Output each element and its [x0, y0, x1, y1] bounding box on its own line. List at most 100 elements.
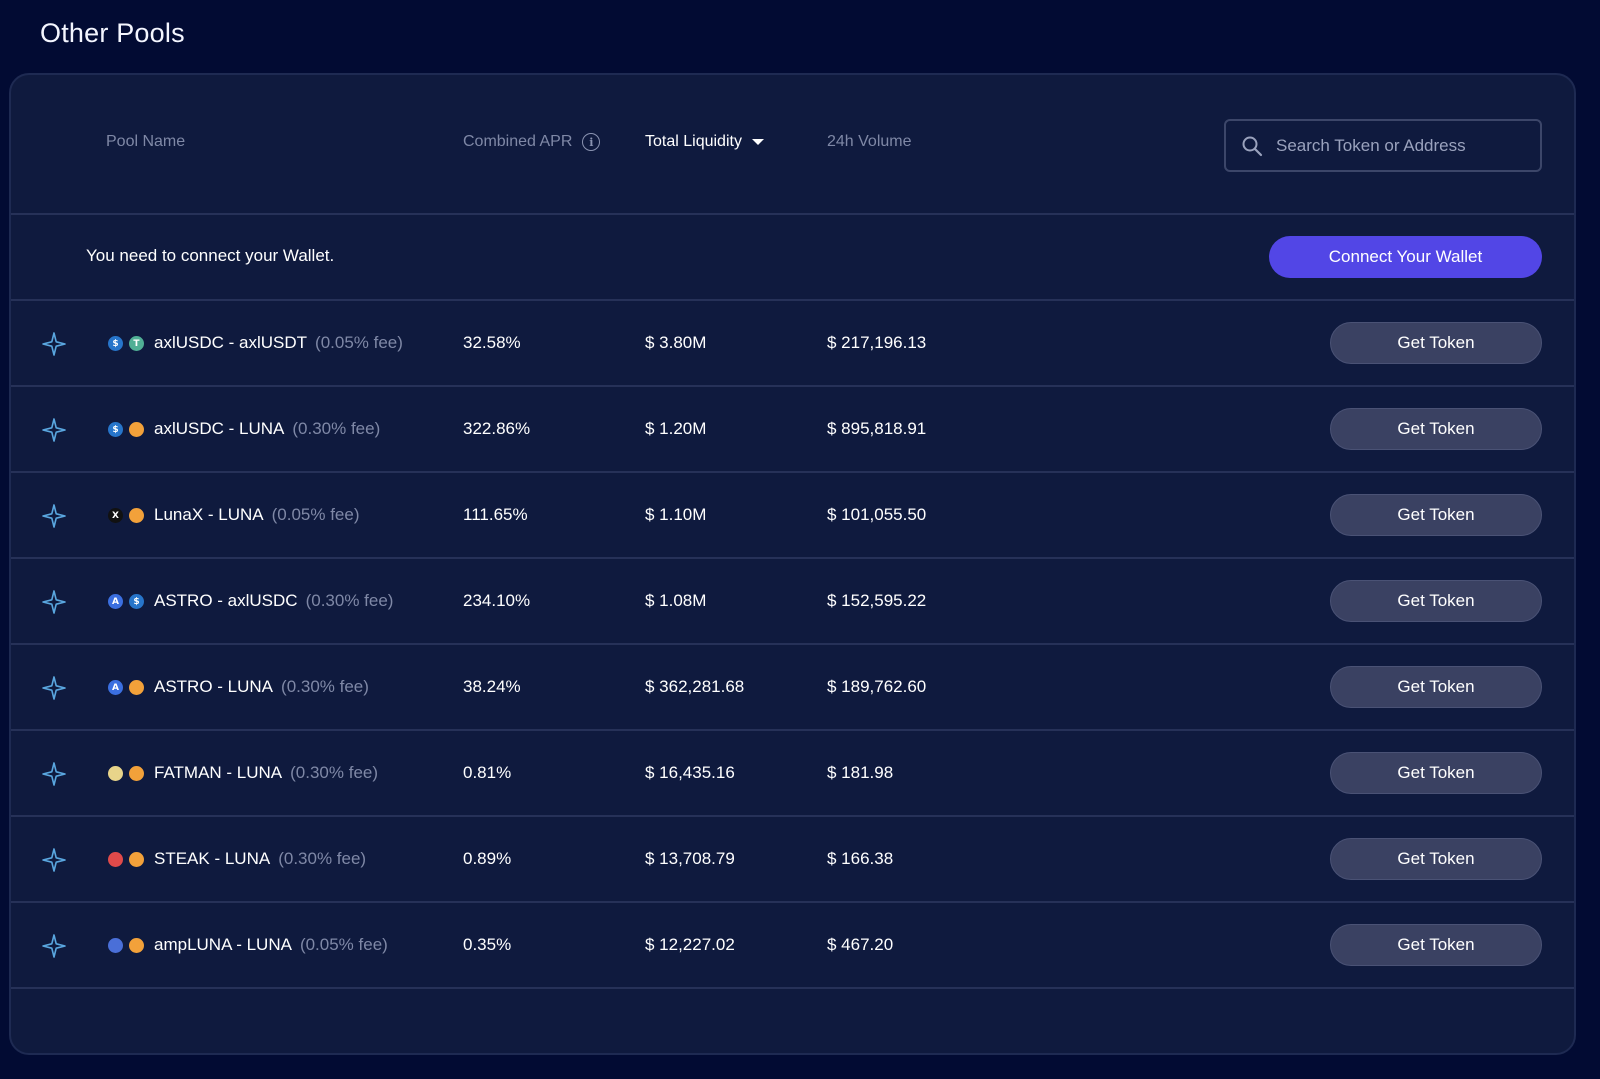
pool-apr: 0.89% — [463, 849, 512, 868]
pool-liquidity: $ 1.20M — [645, 419, 707, 438]
column-header-24h-volume[interactable]: 24h Volume — [827, 133, 912, 151]
pool-liquidity: $ 16,435.16 — [645, 763, 735, 782]
pool-pair-label: STEAK - LUNA — [154, 849, 271, 868]
token-pair-icons: X — [108, 508, 148, 524]
luna-icon — [129, 680, 144, 695]
get-token-button[interactable]: Get Token — [1330, 408, 1542, 450]
luna-icon — [129, 852, 144, 867]
pools-table-panel: Pool Name Combined APR i Total Liquidity… — [9, 73, 1576, 1055]
pool-pair-label: axlUSDC - LUNA — [154, 419, 285, 438]
token-pair-icons — [108, 852, 148, 868]
pool-pair-label: axlUSDC - axlUSDT — [154, 333, 308, 352]
table-row[interactable]: $ axlUSDC - LUNA (0.30% fee) 322.86% $ 1.… — [11, 387, 1574, 473]
get-token-button[interactable]: Get Token — [1330, 322, 1542, 364]
get-token-button[interactable]: Get Token — [1330, 752, 1542, 794]
get-token-button[interactable]: Get Token — [1330, 924, 1542, 966]
fatman-icon — [108, 766, 123, 781]
page-title: Other Pools — [40, 18, 185, 48]
column-header-pool-name-label: Pool Name — [106, 133, 186, 150]
ampluna-icon — [108, 938, 123, 953]
pool-apr: 111.65% — [463, 505, 528, 524]
column-header-total-liquidity-label: Total Liquidity — [645, 133, 742, 150]
pool-apr: 0.81% — [463, 763, 512, 782]
pool-liquidity: $ 12,227.02 — [645, 935, 735, 954]
pool-apr: 0.35% — [463, 935, 512, 954]
connect-wallet-button[interactable]: Connect Your Wallet — [1269, 236, 1542, 278]
lunax-icon: X — [108, 508, 123, 523]
luna-icon — [129, 766, 144, 781]
search-icon — [1242, 136, 1263, 156]
pool-fee-label: (0.05% fee) — [299, 935, 388, 954]
pool-liquidity: $ 3.80M — [645, 333, 707, 352]
column-header-combined-apr[interactable]: Combined APR i — [463, 133, 601, 151]
favorite-star-icon[interactable] — [41, 761, 67, 787]
token-pair-icons: $ — [108, 422, 148, 438]
pool-pair-label: LunaX - LUNA — [154, 505, 264, 524]
favorite-star-icon[interactable] — [41, 331, 67, 357]
get-token-button[interactable]: Get Token — [1330, 666, 1542, 708]
pool-pair-label: ASTRO - axlUSDC — [154, 591, 298, 610]
favorite-star-icon[interactable] — [41, 847, 67, 873]
table-row[interactable]: $ T axlUSDC - axlUSDT (0.05% fee) 32.58% $… — [11, 301, 1574, 387]
pool-name: ASTRO - axlUSDC (0.30% fee) — [154, 591, 393, 611]
steak-icon — [108, 852, 123, 867]
favorite-star-icon[interactable] — [41, 933, 67, 959]
pool-name: axlUSDC - LUNA (0.30% fee) — [154, 419, 380, 439]
pool-volume: $ 181.98 — [827, 763, 894, 782]
pool-fee-label: (0.30% fee) — [292, 419, 381, 438]
pool-name: STEAK - LUNA (0.30% fee) — [154, 849, 366, 869]
info-icon[interactable]: i — [582, 133, 601, 151]
pool-pair-label: FATMAN - LUNA — [154, 763, 283, 782]
astro-icon: A — [108, 680, 123, 695]
pool-name: ampLUNA - LUNA (0.05% fee) — [154, 935, 388, 955]
axlusdt-icon: T — [129, 336, 144, 351]
favorite-star-icon[interactable] — [41, 417, 67, 443]
axlusdc-icon: $ — [108, 422, 123, 437]
table-row[interactable]: STEAK - LUNA (0.30% fee) 0.89% $ 13,708.7… — [11, 817, 1574, 903]
favorite-star-icon[interactable] — [41, 589, 67, 615]
get-token-button[interactable]: Get Token — [1330, 494, 1542, 536]
pool-apr: 322.86% — [463, 419, 531, 438]
column-header-24h-volume-label: 24h Volume — [827, 133, 912, 150]
pool-name: FATMAN - LUNA (0.30% fee) — [154, 763, 378, 783]
pool-apr: 38.24% — [463, 677, 521, 696]
pool-name: axlUSDC - axlUSDT (0.05% fee) — [154, 333, 403, 353]
table-row[interactable]: ampLUNA - LUNA (0.05% fee) 0.35% $ 12,227… — [11, 903, 1574, 989]
pool-volume: $ 152,595.22 — [827, 591, 927, 610]
wallet-notice-row: You need to connect your Wallet. Connect… — [11, 215, 1574, 301]
get-token-button[interactable]: Get Token — [1330, 580, 1542, 622]
wallet-notice-message: You need to connect your Wallet. — [86, 246, 335, 265]
pool-volume: $ 895,818.91 — [827, 419, 927, 438]
table-row[interactable]: A ASTRO - LUNA (0.30% fee) 38.24% $ 362,2… — [11, 645, 1574, 731]
column-header-combined-apr-label: Combined APR — [463, 133, 573, 150]
search-input[interactable] — [1276, 135, 1540, 156]
token-pair-icons: A — [108, 680, 148, 696]
axlusdc-icon: $ — [129, 594, 144, 609]
search-box[interactable] — [1224, 119, 1542, 172]
pool-volume: $ 189,762.60 — [827, 677, 927, 696]
favorite-star-icon[interactable] — [41, 675, 67, 701]
luna-icon — [129, 508, 144, 523]
axlusdc-icon: $ — [108, 336, 123, 351]
column-header-total-liquidity[interactable]: Total Liquidity — [645, 133, 764, 151]
table-header: Pool Name Combined APR i Total Liquidity… — [11, 75, 1574, 215]
token-pair-icons: $ T — [108, 336, 148, 352]
pool-fee-label: (0.05% fee) — [315, 333, 403, 352]
get-token-button[interactable]: Get Token — [1330, 838, 1542, 880]
pool-apr: 32.58% — [463, 333, 521, 352]
pool-name: ASTRO - LUNA (0.30% fee) — [154, 677, 369, 697]
pool-volume: $ 101,055.50 — [827, 505, 927, 524]
table-row[interactable]: FATMAN - LUNA (0.30% fee) 0.81% $ 16,435.… — [11, 731, 1574, 817]
token-pair-icons — [108, 938, 148, 954]
caret-down-icon[interactable] — [751, 139, 764, 145]
table-row[interactable]: A $ ASTRO - axlUSDC (0.30% fee) 234.10% $ … — [11, 559, 1574, 645]
table-row[interactable]: X LunaX - LUNA (0.05% fee) 111.65% $ 1.10… — [11, 473, 1574, 559]
favorite-star-icon[interactable] — [41, 503, 67, 529]
pool-volume: $ 166.38 — [827, 849, 894, 868]
token-pair-icons: A $ — [108, 594, 148, 610]
pool-fee-label: (0.30% fee) — [278, 849, 367, 868]
pool-liquidity: $ 13,708.79 — [645, 849, 735, 868]
column-header-pool-name: Pool Name — [106, 133, 185, 151]
pool-volume: $ 217,196.13 — [827, 333, 927, 352]
luna-icon — [129, 422, 144, 437]
